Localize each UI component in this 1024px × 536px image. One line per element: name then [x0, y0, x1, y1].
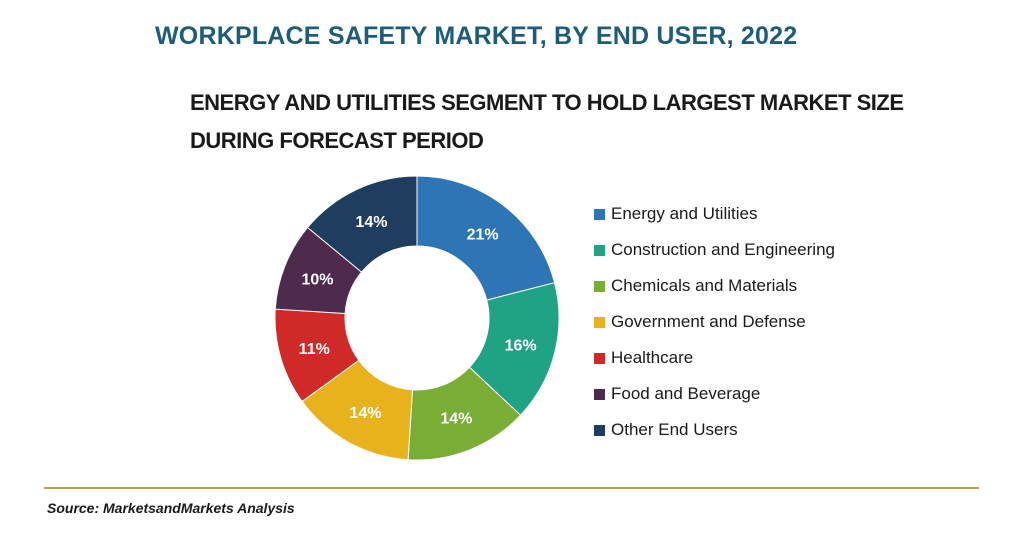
slice-other-end-users [306, 175, 418, 273]
legend-label: Healthcare [611, 348, 694, 367]
legend-label: Government and Defense [611, 312, 806, 331]
legend-item-chemicals-and-materials: Chemicals and Materials [594, 268, 835, 304]
slice-label-construction-and-engineering: 16% [505, 338, 537, 355]
slice-energy-and-utilities [416, 175, 556, 301]
legend-item-healthcare: Healthcare [594, 340, 835, 376]
legend-swatch [594, 388, 605, 400]
slice-label-government-and-defense: 14% [349, 405, 381, 422]
legend-label: Energy and Utilities [611, 204, 758, 223]
chart-title: WORKPLACE SAFETY MARKET, BY END USER, 20… [155, 22, 798, 50]
legend-item-construction-and-engineering: Construction and Engineering [594, 232, 835, 268]
source-note: Source: MarketsandMarkets Analysis [47, 500, 295, 516]
legend-label: Construction and Engineering [611, 240, 835, 259]
slice-label-chemicals-and-materials: 14% [440, 410, 472, 427]
legend-label: Food and Beverage [611, 384, 761, 403]
legend-item-food-and-beverage: Food and Beverage [594, 376, 835, 412]
legend-item-other-end-users: Other End Users [594, 412, 835, 448]
slice-label-food-and-beverage: 10% [301, 272, 333, 289]
legend-swatch [594, 352, 605, 364]
legend-item-energy-and-utilities: Energy and Utilities [594, 196, 835, 232]
legend-swatch [594, 316, 605, 328]
legend-swatch [594, 208, 605, 220]
legend-item-government-and-defense: Government and Defense [594, 304, 835, 340]
chart-legend: Energy and Utilities Construction and Eng… [594, 196, 835, 448]
slice-label-other-end-users: 14% [355, 214, 387, 231]
legend-swatch [594, 424, 605, 436]
slice-label-energy-and-utilities: 21% [467, 226, 499, 243]
slice-label-healthcare: 11% [299, 341, 330, 358]
legend-label: Other End Users [611, 420, 738, 439]
chart-subtitle: ENERGY AND UTILITIES SEGMENT TO HOLD LAR… [190, 90, 904, 153]
legend-swatch [594, 244, 605, 256]
footer-divider [44, 487, 979, 489]
legend-label: Chemicals and Materials [611, 276, 798, 295]
legend-swatch [594, 280, 605, 292]
